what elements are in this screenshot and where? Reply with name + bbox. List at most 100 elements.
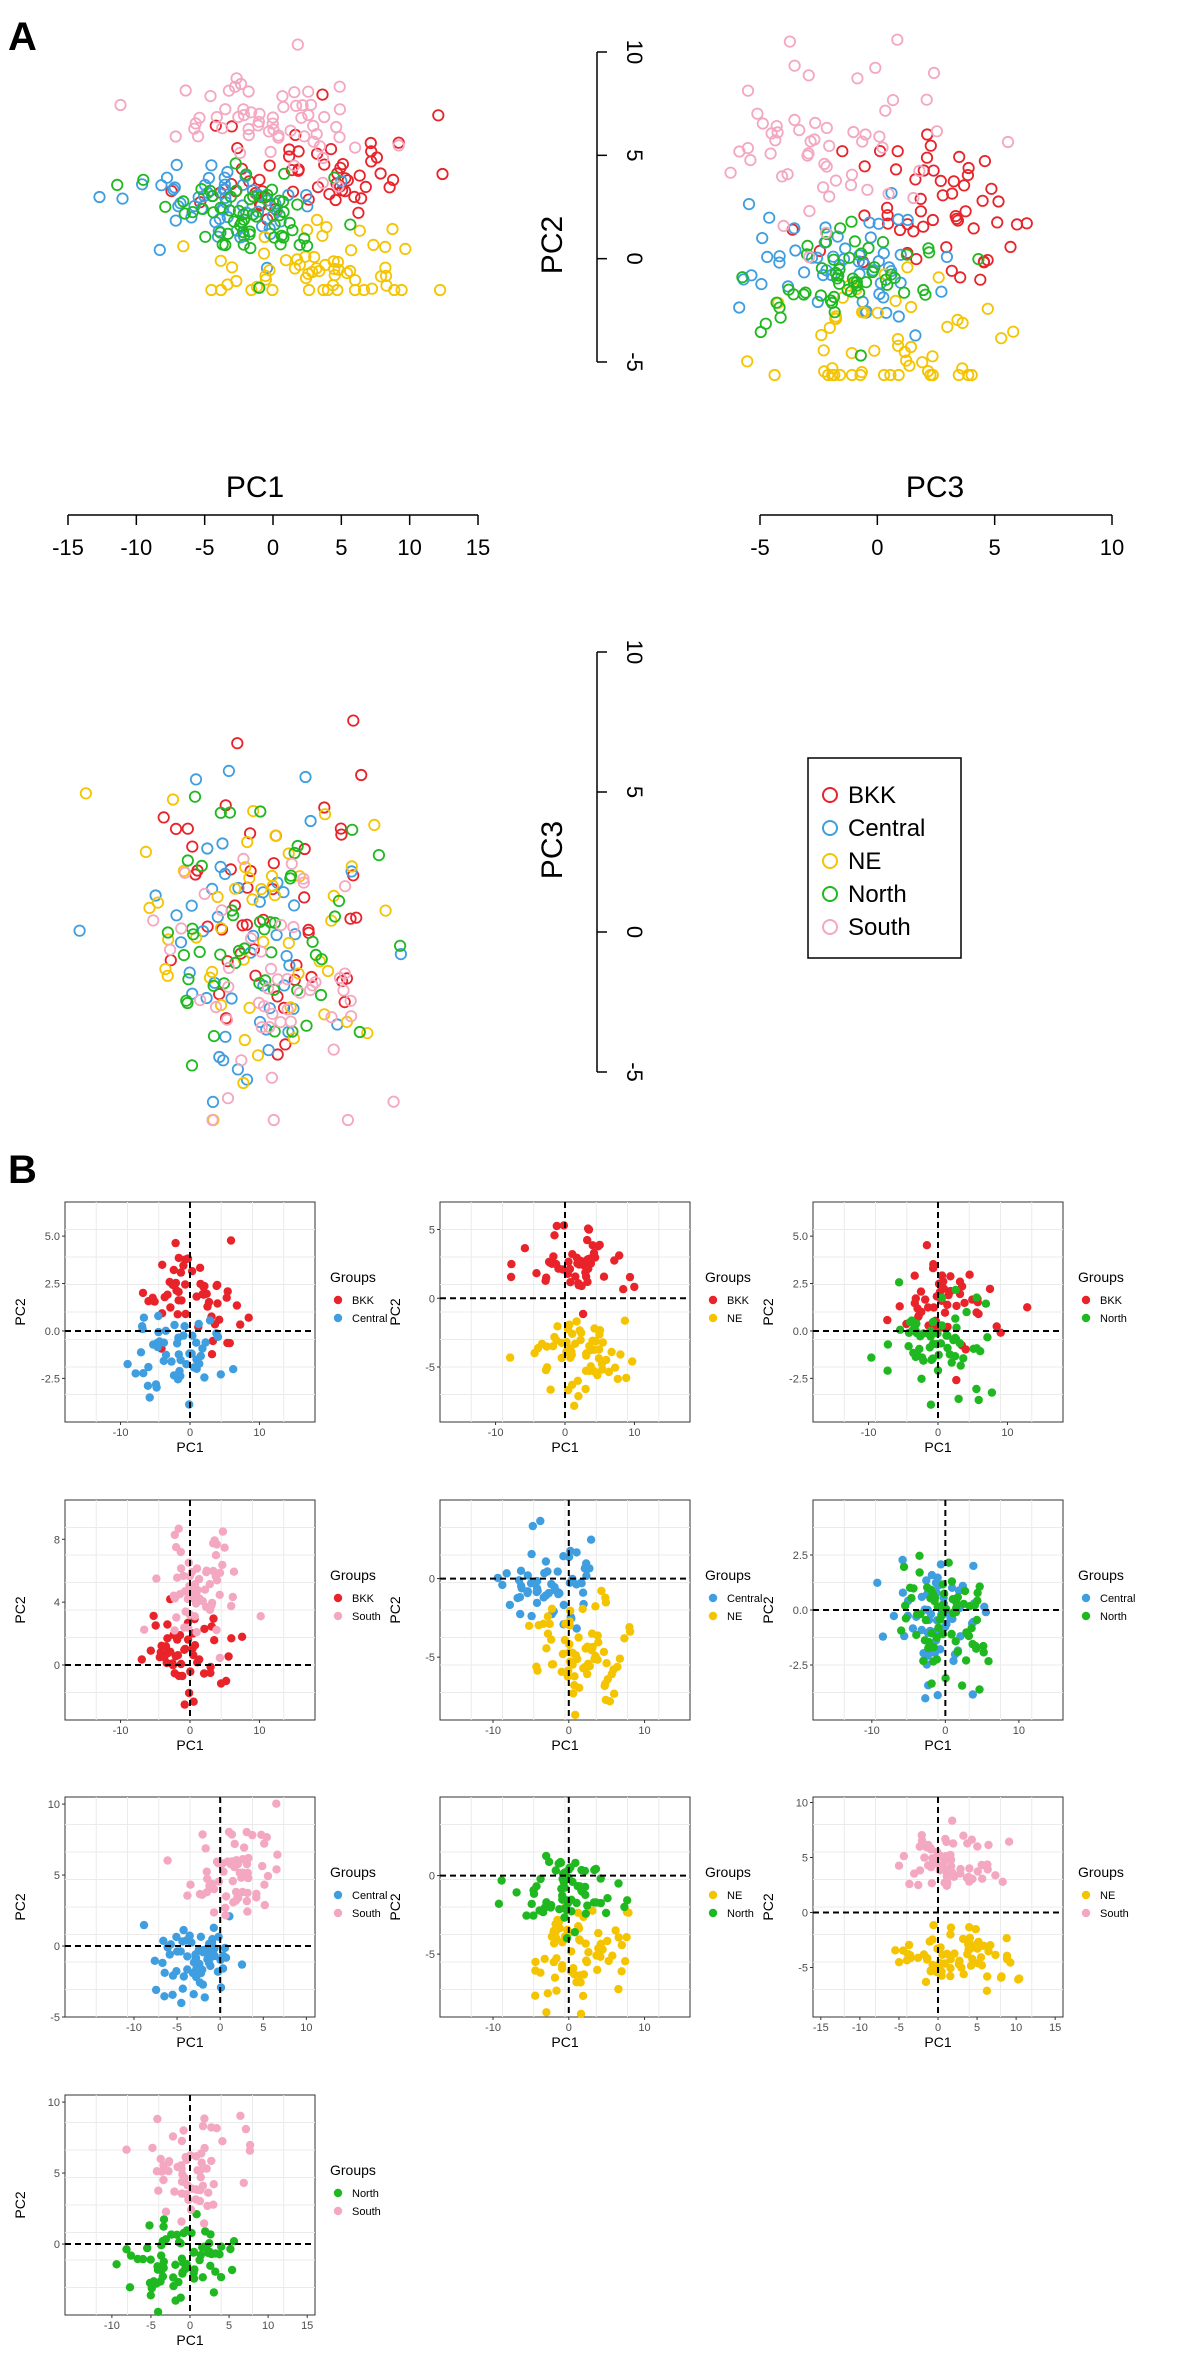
data-point bbox=[209, 2180, 218, 2189]
x-axis-title: PC1 bbox=[924, 2034, 951, 2050]
data-point bbox=[907, 225, 920, 238]
data-point bbox=[218, 178, 231, 191]
data-point bbox=[178, 207, 191, 220]
data-point bbox=[147, 2284, 156, 2293]
data-point bbox=[207, 1030, 221, 1043]
data-point bbox=[601, 1908, 611, 1918]
x-axis-title: PC1 bbox=[176, 2034, 203, 2050]
data-point bbox=[801, 239, 814, 252]
data-point bbox=[161, 969, 174, 982]
data-point bbox=[793, 124, 806, 137]
y-tick-label: 10 bbox=[48, 2097, 60, 2109]
data-point bbox=[298, 891, 311, 904]
data-point bbox=[184, 1623, 193, 1632]
data-point bbox=[246, 208, 260, 221]
legend-label-north: North bbox=[1100, 1611, 1127, 1623]
data-point bbox=[260, 1839, 269, 1848]
data-point bbox=[171, 1238, 180, 1248]
data-point bbox=[1004, 1837, 1014, 1846]
data-point bbox=[169, 214, 182, 227]
data-point bbox=[827, 253, 840, 266]
data-point bbox=[598, 1338, 607, 1347]
data-point bbox=[929, 1657, 938, 1666]
data-point bbox=[298, 232, 311, 245]
legend-label-north: North bbox=[848, 881, 907, 908]
data-point bbox=[265, 946, 278, 959]
data-point bbox=[159, 1936, 168, 1946]
x-tick-label: 15 bbox=[301, 2320, 313, 2332]
scatter-pc1-pc3 bbox=[73, 714, 407, 1127]
data-point bbox=[200, 2114, 209, 2123]
data-point bbox=[178, 2269, 187, 2278]
x-axis-title: PC1 bbox=[924, 1737, 951, 1753]
data-point bbox=[948, 1816, 957, 1825]
x-tick-label: 5 bbox=[335, 535, 347, 560]
data-point bbox=[953, 1647, 962, 1657]
data-point bbox=[952, 1375, 961, 1385]
data-point bbox=[237, 238, 250, 251]
data-point bbox=[297, 872, 310, 885]
data-point bbox=[180, 1700, 189, 1709]
data-point bbox=[884, 368, 897, 382]
data-point bbox=[205, 1580, 214, 1589]
y-tick-label: 5 bbox=[54, 1870, 60, 1882]
data-point bbox=[353, 169, 366, 182]
data-point bbox=[270, 928, 283, 942]
y-tick-label: -2.5 bbox=[789, 1660, 808, 1672]
data-point bbox=[873, 130, 886, 143]
data-point bbox=[755, 277, 768, 291]
data-point bbox=[318, 808, 332, 821]
data-point bbox=[159, 2215, 169, 2224]
x-tick-label: -10 bbox=[861, 1427, 877, 1439]
data-point bbox=[139, 1920, 149, 1930]
data-point bbox=[146, 1646, 155, 1655]
data-point bbox=[186, 840, 199, 853]
data-point bbox=[386, 222, 399, 236]
data-point bbox=[186, 1880, 195, 1889]
data-point bbox=[969, 1561, 978, 1571]
data-point bbox=[964, 1630, 973, 1640]
y-tick-label: 0 bbox=[429, 1871, 435, 1883]
data-point bbox=[223, 1287, 232, 1296]
data-point bbox=[243, 1907, 252, 1916]
legend-marker-ne bbox=[708, 1313, 718, 1323]
x-tick-label: 5 bbox=[989, 535, 1001, 560]
data-point bbox=[195, 1263, 205, 1273]
data-point bbox=[150, 1956, 159, 1966]
data-point bbox=[568, 1250, 577, 1259]
data-point bbox=[291, 984, 304, 997]
legend-title: Groups bbox=[705, 1567, 751, 1583]
data-point bbox=[160, 1968, 169, 1978]
data-point bbox=[594, 1928, 603, 1938]
legend-label-central: Central bbox=[1100, 1593, 1135, 1605]
data-point bbox=[344, 218, 357, 231]
data-point bbox=[894, 1861, 904, 1870]
data-point bbox=[355, 768, 368, 782]
data-point bbox=[894, 1958, 904, 1967]
data-point bbox=[761, 250, 774, 263]
data-point bbox=[170, 909, 183, 922]
x-tick-label: -10 bbox=[113, 1427, 129, 1439]
data-point bbox=[898, 345, 911, 359]
data-point bbox=[159, 200, 172, 213]
data-point bbox=[883, 1340, 893, 1349]
data-point bbox=[916, 1332, 925, 1341]
data-point bbox=[877, 368, 891, 382]
legend-marker-central bbox=[1081, 1593, 1091, 1603]
data-point bbox=[541, 1557, 551, 1566]
x-axis-title: PC1 bbox=[924, 1439, 951, 1455]
data-point bbox=[937, 1611, 947, 1620]
data-point bbox=[984, 1840, 993, 1850]
data-point bbox=[206, 2261, 215, 2270]
data-point bbox=[532, 1269, 541, 1278]
data-point bbox=[333, 80, 346, 93]
legend-label-bkk: BKK bbox=[1100, 1295, 1123, 1307]
y-tick-label: 0 bbox=[429, 1293, 435, 1305]
data-point bbox=[223, 806, 236, 819]
data-point bbox=[971, 1925, 980, 1934]
data-point bbox=[947, 1583, 957, 1593]
y-axis-title: PC2 bbox=[12, 1298, 28, 1325]
data-point bbox=[819, 221, 832, 234]
data-point bbox=[198, 2121, 208, 2131]
